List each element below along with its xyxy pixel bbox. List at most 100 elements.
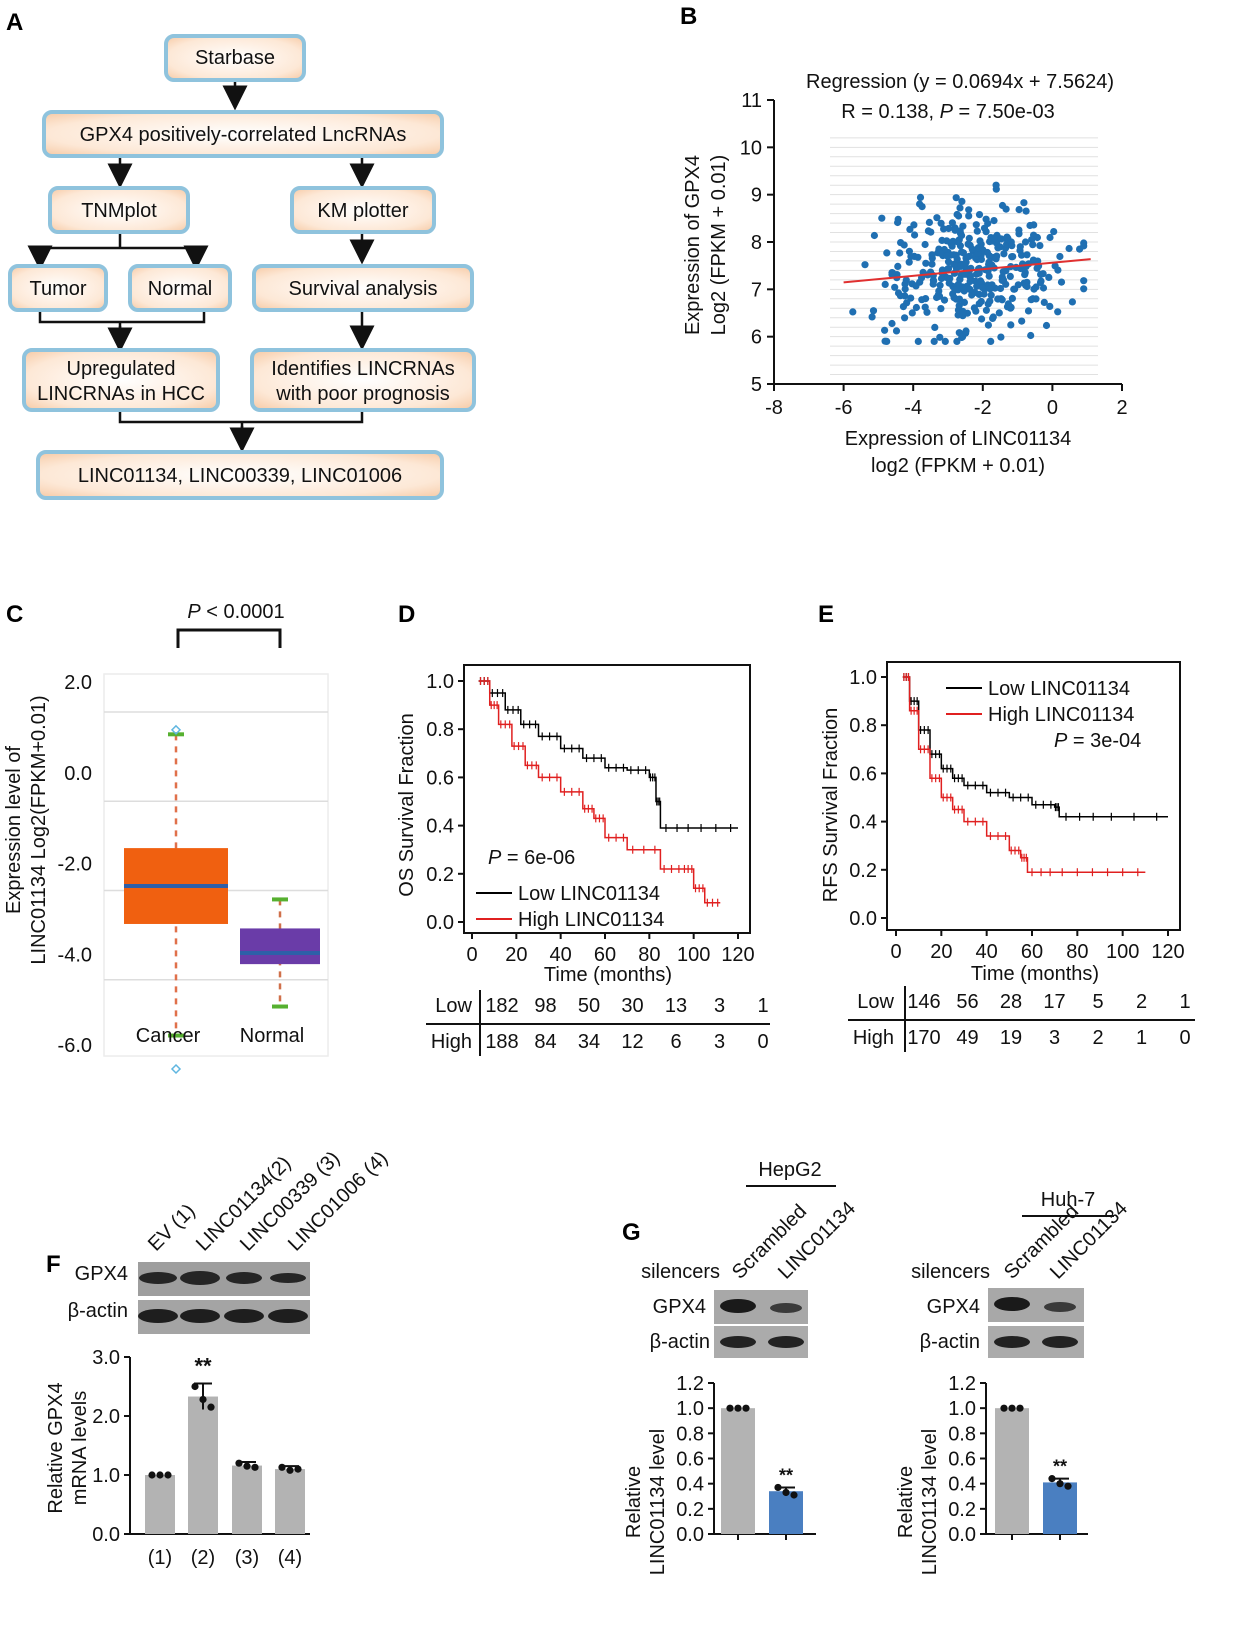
scatter-point	[968, 291, 976, 299]
scatter-point	[918, 296, 926, 304]
scatter-point	[955, 302, 963, 310]
scatter-point	[970, 304, 979, 312]
g-huh7-band-gpx4-1	[994, 1297, 1030, 1311]
f-y-tick-label: 2.0	[92, 1406, 120, 1428]
scatter-point	[911, 231, 919, 239]
scatter-point	[1008, 242, 1016, 250]
scatter-point	[997, 235, 1006, 243]
g-hepg2-silencers: silencers	[641, 1261, 720, 1283]
scatter-point	[1022, 207, 1030, 215]
scatter-point	[928, 260, 936, 268]
panel-b-scatter: B Regression (y = 0.0694x + 7.5624) R = …	[680, 3, 1128, 477]
scatter-point	[1057, 278, 1066, 286]
scatter-point	[870, 231, 879, 240]
scatter-point	[1056, 252, 1064, 261]
scatter-point	[940, 296, 949, 304]
scatter-point	[953, 255, 961, 263]
scatter-point	[955, 295, 964, 303]
node-tnmplot-label: TNMplot	[81, 200, 157, 222]
scatter-point	[1040, 298, 1048, 306]
os-y-tick-label: 0.4	[426, 816, 454, 838]
scatter-point	[989, 314, 997, 322]
node-starbase-label: Starbase	[195, 47, 275, 69]
node-survival-label: Survival analysis	[289, 278, 438, 300]
scatter-point	[950, 260, 958, 268]
scatter-y-tick-label: 8	[751, 232, 762, 254]
f-y-tick-label: 3.0	[92, 1347, 120, 1369]
scatter-point	[986, 297, 994, 305]
f-category-label: (1)	[148, 1547, 172, 1569]
scatter-x-tick-label: 2	[1116, 397, 1127, 419]
scatter-point	[1051, 262, 1059, 270]
scatter-x-tick-label: 0	[1047, 397, 1058, 419]
boxplot-p-value: < 0.0001	[201, 601, 285, 623]
f-barchart: 0.0 1.0 2.0 3.0 (1) ** (2) (3) (4)	[92, 1347, 310, 1569]
scatter-point	[956, 204, 964, 212]
rfs-risk-value: 3	[1049, 1027, 1060, 1049]
f-data-dot	[294, 1465, 302, 1473]
os-risk-value: 12	[621, 1031, 643, 1053]
scatter-point	[916, 200, 924, 208]
f-band-gpx4	[139, 1272, 177, 1284]
scatter-point	[943, 252, 951, 260]
boxplot-category-label: Cancer	[136, 1025, 201, 1047]
f-blot-label-gpx4: GPX4	[75, 1263, 128, 1285]
os-curve-high	[478, 680, 721, 904]
os-risk-value: 98	[534, 995, 556, 1017]
scatter-point	[1006, 303, 1014, 311]
boxplot-frame	[103, 673, 329, 1057]
rfs-y-tick-label: 1.0	[849, 667, 877, 689]
scatter-point	[927, 228, 935, 236]
scatter-point	[1010, 285, 1018, 293]
scatter-point	[1045, 273, 1053, 281]
scatter-point	[999, 276, 1008, 284]
g-huh7-data-dot	[1056, 1480, 1064, 1488]
node-tumor-label: Tumor	[29, 278, 86, 300]
rfs-xlabel: Time (months)	[971, 963, 1099, 985]
scatter-point	[945, 279, 953, 287]
rfs-p-value: P = 3e-04	[1054, 730, 1141, 752]
scatter-point	[982, 306, 991, 314]
f-ylabel-line1: Relative GPX4	[45, 1382, 67, 1513]
scatter-point	[916, 193, 925, 201]
scatter-point	[978, 315, 986, 323]
g-huh7-bar	[995, 1408, 1029, 1534]
scatter-point	[945, 264, 953, 273]
scatter-r-text: R = 0.138,	[841, 101, 939, 123]
scatter-point	[1054, 308, 1062, 316]
rfs-y-tick-label: 0.8	[849, 715, 877, 737]
scatter-point	[1029, 241, 1037, 249]
panel-letter-a: A	[6, 9, 23, 36]
scatter-point	[974, 249, 982, 257]
boxplot-y-tick-label: 0.0	[64, 763, 92, 785]
os-risk-value: 6	[670, 1031, 681, 1053]
rfs-risk-value: 2	[1092, 1027, 1103, 1049]
f-category-label: (2)	[191, 1547, 215, 1569]
panel-a: A Starbase GPX4 positively-correlated Ln…	[6, 9, 476, 500]
scatter-point	[992, 255, 1000, 263]
g-huh7-western-blot	[988, 1288, 1084, 1358]
scatter-point	[1080, 285, 1088, 293]
rfs-x-tick-label: 80	[1066, 941, 1088, 963]
scatter-point	[922, 259, 930, 267]
g-hepg2-y-tick-label: 0.4	[676, 1474, 704, 1496]
f-data-dot	[156, 1471, 164, 1479]
f-bar	[232, 1465, 262, 1534]
g-huh7-band-gpx4-2	[1044, 1302, 1076, 1312]
node-gpx4-label: GPX4 positively-correlated LncRNAs	[80, 124, 407, 146]
g-hepg2-y-tick-label: 0.6	[676, 1449, 704, 1471]
rfs-x-tick-label: 0	[890, 941, 901, 963]
f-western-blot	[138, 1262, 310, 1334]
f-y-tick-label: 1.0	[92, 1465, 120, 1487]
g-huh7-y-tick-label: 0.6	[948, 1449, 976, 1471]
scatter-point	[1015, 226, 1023, 234]
scatter-point	[1009, 253, 1017, 261]
boxplot-p-italic: P	[187, 601, 201, 623]
g-huh7-y-tick-label: 0.0	[948, 1524, 976, 1546]
g-huh7-blot-actin: β-actin	[920, 1331, 980, 1353]
scatter-point	[1080, 242, 1088, 250]
scatter-point	[992, 181, 1000, 189]
os-risk-value: 34	[578, 1031, 600, 1053]
scatter-point	[1030, 285, 1038, 293]
f-data-dot	[207, 1403, 215, 1411]
